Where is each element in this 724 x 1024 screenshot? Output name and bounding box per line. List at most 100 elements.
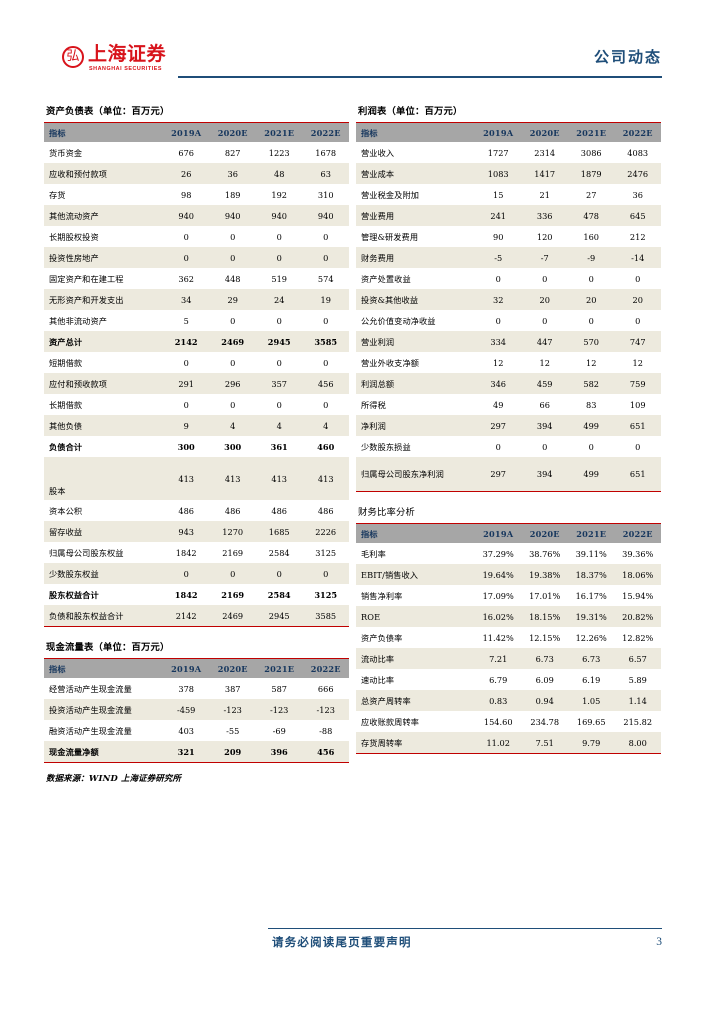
- row-value: 1083: [474, 163, 522, 184]
- row-value: 12: [492, 357, 504, 368]
- row-value: 209: [209, 741, 256, 763]
- row-label: 股东权益合计: [49, 589, 99, 600]
- row-value: 0.94: [521, 690, 568, 711]
- financial-ratios-body: 毛利率 37.29% 38.76% 39.11% 39.36% EBIT/销售收入 19.6…: [356, 543, 661, 754]
- table-row: 资产处置收益 0 0 0 0: [356, 268, 661, 289]
- row-value: 0: [230, 357, 236, 368]
- row-value: 334: [474, 331, 522, 352]
- left-column: 资产负债表（单位：百万元） 指标 2019A 2020E 2021E 2022E…: [44, 105, 349, 784]
- row-value: 486: [271, 505, 288, 516]
- row-value: 582: [567, 373, 615, 394]
- table-row: 现金流量净额 321 209 396 456: [44, 741, 349, 763]
- row-value: 394: [521, 457, 568, 492]
- row-value: 2142: [162, 331, 210, 352]
- row-value: 12.15%: [529, 632, 561, 643]
- row-value: 21: [539, 189, 550, 200]
- row-value: 19.31%: [567, 606, 615, 627]
- table-block-balance-sheet: 资产负债表（单位：百万元） 指标 2019A 2020E 2021E 2022E…: [44, 105, 349, 627]
- table-row: 留存收益 943 1270 1685 2226: [44, 521, 349, 542]
- footer-notice: 请务必阅读尾页重要声明: [272, 935, 412, 949]
- row-value: 20: [567, 289, 615, 310]
- row-value: 8.00: [614, 732, 661, 754]
- row-value: -55: [226, 725, 240, 736]
- logo-seal-icon: 弘: [62, 46, 84, 68]
- row-value: 49: [492, 399, 504, 410]
- row-value: -69: [272, 725, 286, 736]
- row-value: 38.76%: [529, 548, 561, 559]
- table-block-cash-flow: 现金流量表（单位：百万元） 指标 2019A 2020E 2021E 2022E…: [44, 641, 349, 784]
- row-value: 0: [183, 231, 189, 242]
- table-row: 长期借款 0 0 0 0: [44, 394, 349, 415]
- row-value: -123: [209, 699, 256, 720]
- row-value: 0: [276, 357, 282, 368]
- table-row: 所得税 49 66 83 109: [356, 394, 661, 415]
- row-value: 300: [224, 441, 242, 452]
- row-value: 3086: [580, 147, 602, 158]
- row-value: 759: [614, 373, 661, 394]
- column-header-2019a: 2019A: [162, 122, 210, 142]
- row-value: 413: [302, 457, 349, 500]
- row-value: 11.02: [474, 732, 522, 754]
- row-value: 297: [474, 415, 522, 436]
- table-row: 负债和股东权益合计 2142 2469 2945 3585: [44, 605, 349, 627]
- column-header-2021e: 2021E: [567, 523, 615, 543]
- row-value: 2945: [255, 331, 303, 352]
- row-value: 0: [230, 399, 236, 410]
- row-value: 154.60: [483, 716, 513, 727]
- financial-ratios-table: 指标 2019A 2020E 2021E 2022E 毛利率 37.29% 38.7…: [356, 523, 661, 754]
- table-row: 归属母公司股东权益 1842 2169 2584 3125: [44, 542, 349, 563]
- row-value: 5.89: [628, 674, 647, 685]
- row-value: 98: [180, 189, 192, 200]
- row-value: 574: [317, 273, 334, 284]
- row-value: 456: [302, 741, 349, 763]
- row-value: 18.06%: [614, 564, 661, 585]
- row-value: 827: [224, 147, 241, 158]
- row-value: 0: [230, 231, 236, 242]
- table-block-financial-ratios: 财务比率分析 指标 2019A 2020E 2021E 2022E 毛利率 37.…: [356, 506, 661, 754]
- row-value: 346: [474, 373, 522, 394]
- column-header-2019a: 2019A: [474, 122, 522, 142]
- row-value: 9: [162, 415, 210, 436]
- row-value: 5: [183, 315, 189, 326]
- row-value: 2476: [614, 163, 661, 184]
- balance-sheet-table: 指标 2019A 2020E 2021E 2022E 货币资金 676 827 122…: [44, 122, 349, 627]
- row-value: 0: [635, 273, 641, 284]
- row-value: 413: [162, 457, 210, 500]
- row-label: 长期借款: [49, 399, 83, 410]
- row-value: 1270: [209, 521, 256, 542]
- row-value: 587: [271, 683, 288, 694]
- income-statement-table: 指标 2019A 2020E 2021E 2022E 营业收入 1727 2314 3…: [356, 122, 661, 492]
- row-value: 361: [270, 441, 288, 452]
- table-row: EBIT/销售收入 19.64% 19.38% 18.37% 18.06%: [356, 564, 661, 585]
- row-label: 资产总计: [44, 331, 163, 352]
- row-value: 3125: [314, 589, 338, 600]
- row-label: EBIT/销售收入: [356, 564, 475, 585]
- row-value: 666: [317, 683, 334, 694]
- table-row: 销售净利率 17.09% 17.01% 16.17% 15.94%: [356, 585, 661, 606]
- row-label: 少数股东损益: [361, 441, 411, 452]
- row-label: 毛利率: [361, 548, 386, 559]
- column-header-2020e: 2020E: [521, 523, 568, 543]
- table-row: 资产总计 2142 2469 2945 3585: [44, 331, 349, 352]
- row-label: 应收账款周转率: [361, 716, 420, 727]
- row-label: 经营活动产生现金流量: [49, 683, 132, 694]
- row-value: 651: [614, 415, 661, 436]
- row-value: 12: [539, 357, 550, 368]
- table-header-row: 指标 2019A 2020E 2021E 2022E: [356, 122, 661, 142]
- row-value: 4: [209, 415, 256, 436]
- table-row: 公允价值变动净收益 0 0 0 0: [356, 310, 661, 331]
- row-value: 19.64%: [474, 564, 522, 585]
- row-value: 7.21: [474, 648, 522, 669]
- cash-flow-title: 现金流量表（单位：百万元）: [46, 642, 170, 653]
- row-value: 1678: [315, 147, 337, 158]
- row-value: -459: [162, 699, 210, 720]
- column-header-2020e: 2020E: [209, 122, 256, 142]
- row-label: 负债和股东权益合计: [44, 605, 163, 627]
- cash-flow-table: 指标 2019A 2020E 2021E 2022E 经营活动产生现金流量 378…: [44, 658, 349, 763]
- row-value: 403: [178, 725, 195, 736]
- row-value: 486: [178, 505, 195, 516]
- header-divider: [178, 76, 662, 78]
- row-value: 27: [585, 189, 597, 200]
- row-label: 固定资产和在建工程: [49, 273, 124, 284]
- row-value: 0: [183, 357, 189, 368]
